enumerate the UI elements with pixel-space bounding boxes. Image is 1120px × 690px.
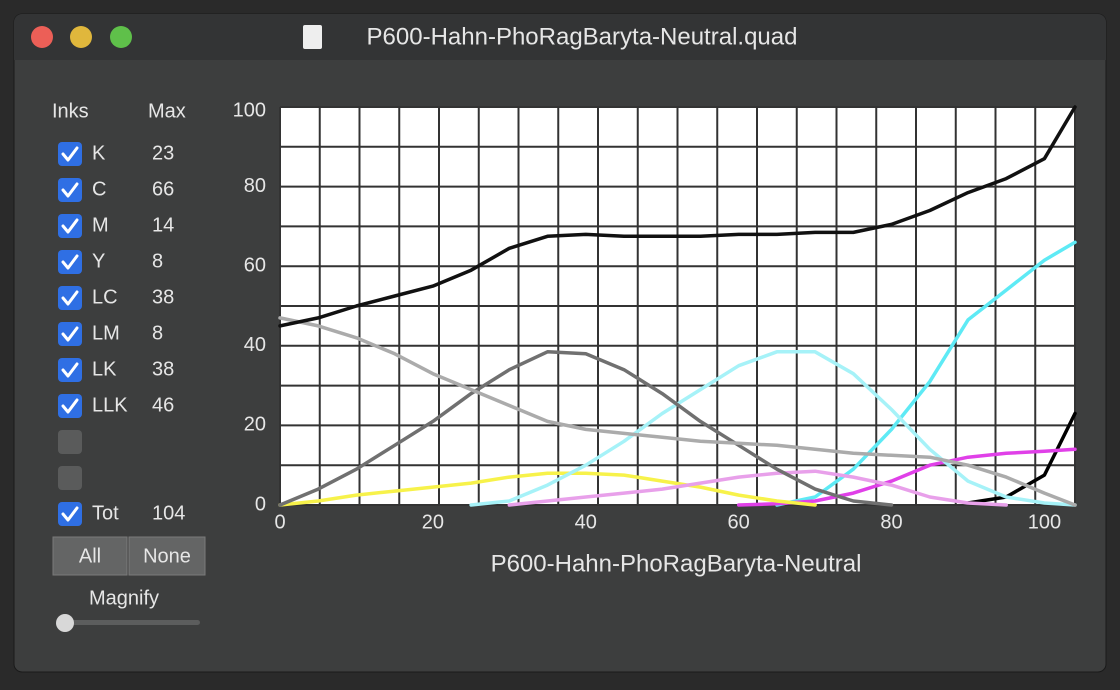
ink-name: K	[92, 142, 106, 164]
x-axis-label: P600-Hahn-PhoRagBaryta-Neutral	[491, 550, 862, 577]
checkmark	[61, 218, 79, 234]
ink-name: Tot	[92, 502, 119, 524]
magnify-knob[interactable]	[56, 614, 74, 632]
empty-checkbox[interactable]	[58, 466, 82, 490]
ink-max: 38	[152, 286, 174, 308]
all-button[interactable]	[52, 536, 128, 576]
series-line	[278, 350, 894, 507]
x-tick-label: 100	[1028, 511, 1061, 533]
title-bar	[14, 14, 1106, 60]
checkmark	[61, 290, 79, 306]
zoom-button[interactable]	[110, 26, 132, 48]
ink-name: LLK	[92, 394, 128, 416]
close-button[interactable]	[31, 26, 53, 48]
minimize-button[interactable]	[70, 26, 92, 48]
y-tick-label: 20	[244, 414, 266, 436]
ink-name: LC	[92, 286, 118, 308]
checkmark	[61, 182, 79, 198]
all-button-label: All	[79, 545, 101, 567]
ink-max: 23	[152, 142, 174, 164]
ink-max: 14	[152, 214, 174, 236]
x-tick-label: 40	[575, 511, 597, 533]
ink-name: LM	[92, 322, 120, 344]
magnify-label: Magnify	[89, 587, 159, 609]
y-tick-label: 60	[244, 254, 266, 276]
ink-name: C	[92, 178, 106, 200]
y-tick-label: 40	[244, 334, 266, 356]
ink-max: 8	[152, 250, 163, 272]
ink-max: 46	[152, 394, 174, 416]
none-button-label: None	[143, 545, 191, 567]
ink-max: 104	[152, 502, 185, 524]
ink-max: 38	[152, 358, 174, 380]
ink-name: Y	[92, 250, 105, 272]
checkmark	[61, 254, 79, 270]
y-tick-label: 0	[255, 493, 266, 515]
max-header: Max	[148, 100, 186, 122]
none-button[interactable]	[128, 536, 206, 576]
ink-max: 66	[152, 178, 174, 200]
window-title: P600-Hahn-PhoRagBaryta-Neutral.quad	[367, 23, 798, 50]
series-line	[278, 316, 1077, 507]
x-tick-label: 20	[422, 511, 444, 533]
x-tick-label: 80	[880, 511, 902, 533]
checkmark	[61, 326, 79, 342]
y-tick-label: 100	[233, 99, 266, 121]
series-line	[507, 469, 1008, 507]
checkmark	[61, 146, 79, 162]
ink-name: M	[92, 214, 109, 236]
y-tick-label: 80	[244, 175, 266, 197]
x-tick-label: 0	[274, 511, 285, 533]
series-line	[278, 105, 1077, 328]
checkmark	[61, 506, 79, 522]
series-line	[469, 350, 1077, 507]
magnify-track	[58, 620, 200, 625]
checkmark	[61, 362, 79, 378]
file-icon	[303, 25, 322, 49]
series-line	[278, 471, 817, 507]
ink-name: LK	[92, 358, 117, 380]
x-tick-label: 60	[728, 511, 750, 533]
checkmark	[61, 398, 79, 414]
inks-header: Inks	[52, 100, 89, 122]
series-line	[775, 240, 1077, 507]
empty-checkbox[interactable]	[58, 430, 82, 454]
ink-max: 8	[152, 322, 163, 344]
